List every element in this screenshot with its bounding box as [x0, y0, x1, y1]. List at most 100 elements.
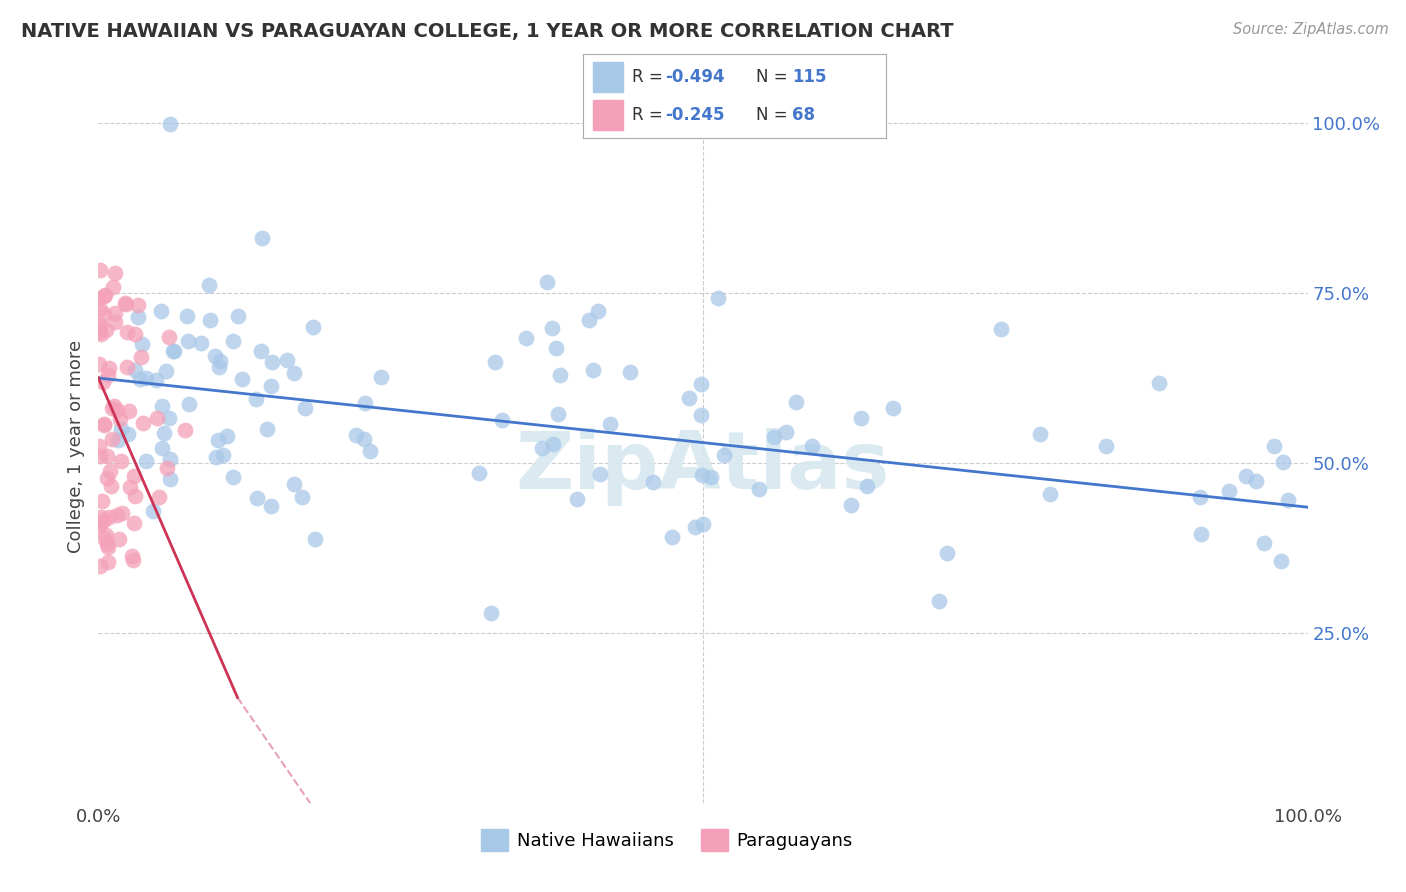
- Point: [121, 549, 143, 563]
- Point: [117, 426, 139, 441]
- Point: [775, 425, 797, 440]
- Y-axis label: College, 1 year or more: College, 1 year or more: [66, 340, 84, 552]
- Point: [882, 401, 904, 415]
- Point: [94, 288, 117, 302]
- Point: [208, 359, 231, 374]
- Point: [94, 528, 117, 542]
- Point: [117, 326, 139, 340]
- Point: [90, 494, 112, 508]
- Point: [132, 416, 155, 430]
- Bar: [592, 62, 623, 92]
- Point: [582, 363, 605, 377]
- Point: [89, 318, 111, 333]
- Bar: [592, 100, 623, 130]
- Point: [111, 506, 134, 520]
- Text: -0.494: -0.494: [665, 68, 724, 86]
- Point: [713, 448, 735, 462]
- Point: [1189, 526, 1212, 541]
- Point: [150, 399, 173, 413]
- Point: [801, 439, 824, 453]
- Point: [548, 368, 571, 382]
- Point: [692, 517, 714, 532]
- Point: [97, 361, 120, 376]
- Point: [159, 452, 181, 467]
- Point: [124, 363, 146, 377]
- Point: [124, 326, 146, 341]
- Point: [107, 434, 129, 448]
- Point: [110, 412, 132, 426]
- Point: [103, 400, 125, 414]
- Point: [100, 464, 122, 478]
- Point: [98, 510, 121, 524]
- Point: [1253, 535, 1275, 549]
- Point: [540, 321, 562, 335]
- Point: [105, 508, 128, 522]
- Point: [159, 117, 181, 131]
- Point: [96, 555, 118, 569]
- Point: [97, 368, 120, 382]
- Text: N =: N =: [756, 106, 793, 124]
- Point: [96, 323, 118, 337]
- Point: [100, 478, 122, 492]
- Point: [690, 408, 713, 422]
- Point: [619, 366, 641, 380]
- Point: [162, 343, 184, 358]
- Point: [145, 411, 167, 425]
- Point: [155, 364, 177, 378]
- Point: [530, 441, 553, 455]
- Point: [856, 479, 879, 493]
- Point: [96, 471, 118, 485]
- Point: [204, 349, 226, 363]
- Point: [217, 429, 239, 443]
- Point: [115, 359, 138, 374]
- Point: [100, 433, 122, 447]
- Point: [93, 417, 115, 432]
- Point: [150, 441, 173, 455]
- Point: [479, 606, 502, 620]
- Point: [599, 417, 621, 431]
- Point: [291, 490, 314, 504]
- Point: [1147, 376, 1170, 391]
- Point: [104, 315, 127, 329]
- Point: [90, 516, 112, 530]
- Point: [89, 449, 111, 463]
- Point: [89, 262, 111, 277]
- Point: [262, 354, 284, 368]
- Point: [97, 540, 120, 554]
- Point: [683, 520, 706, 534]
- Point: [110, 454, 132, 468]
- Point: [87, 518, 110, 533]
- Point: [935, 546, 957, 560]
- Point: [87, 293, 110, 307]
- Point: [93, 417, 115, 432]
- Point: [93, 307, 115, 321]
- Point: [198, 277, 221, 292]
- Point: [104, 306, 127, 320]
- Point: [763, 430, 786, 444]
- Point: [122, 516, 145, 530]
- Point: [491, 413, 513, 427]
- Point: [589, 467, 612, 481]
- Point: [785, 394, 807, 409]
- Point: [690, 468, 713, 483]
- Point: [107, 402, 129, 417]
- Point: [176, 334, 198, 348]
- Point: [546, 341, 568, 355]
- Point: [541, 436, 564, 450]
- Point: [96, 537, 118, 551]
- Point: [212, 448, 235, 462]
- Text: -0.245: -0.245: [665, 106, 724, 124]
- Point: [304, 532, 326, 546]
- Point: [231, 372, 253, 386]
- Point: [536, 275, 558, 289]
- Point: [124, 489, 146, 503]
- Point: [107, 532, 129, 546]
- Point: [1277, 493, 1299, 508]
- Point: [222, 470, 245, 484]
- Point: [256, 422, 278, 436]
- Point: [101, 279, 124, 293]
- Point: [661, 530, 683, 544]
- Point: [1234, 469, 1257, 483]
- Point: [1039, 487, 1062, 501]
- Point: [209, 354, 232, 368]
